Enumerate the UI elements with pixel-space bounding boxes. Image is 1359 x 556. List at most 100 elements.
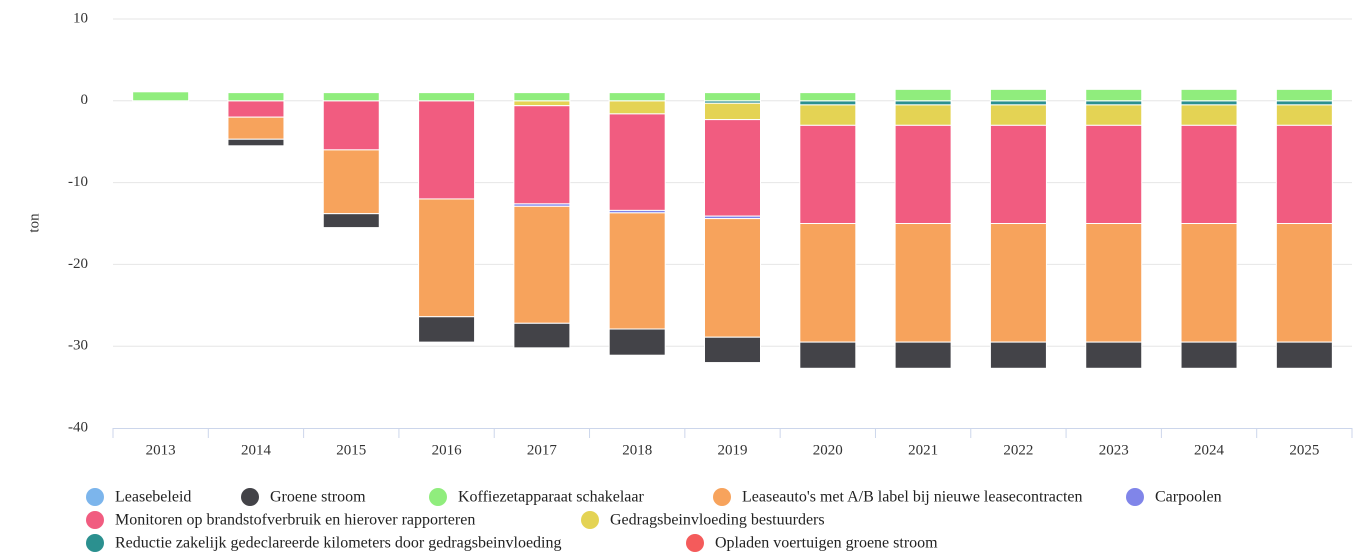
bar-segment [227, 138, 285, 147]
y-tick-label: -40 [68, 419, 88, 435]
bar-segment [322, 149, 380, 215]
bar-segment [704, 92, 761, 102]
legend-symbol [1126, 488, 1144, 506]
legend-symbol [86, 534, 104, 552]
bar-segment [1085, 100, 1143, 106]
bar-segment [894, 124, 952, 224]
bar-segment [1180, 100, 1238, 106]
bar-segment [704, 218, 761, 338]
bar-segment [1180, 223, 1238, 343]
y-tick-label: 10 [73, 10, 88, 26]
bar-segment [608, 100, 666, 115]
bar-segment [513, 205, 571, 324]
x-tick-label: 2020 [813, 442, 843, 458]
bar-segment [1275, 104, 1333, 126]
bar-segment [322, 100, 380, 151]
bar-segment [608, 92, 666, 102]
y-tick-label: 0 [81, 92, 89, 108]
x-tick-label: 2017 [527, 442, 558, 458]
legend-label: Groene stroom [270, 489, 366, 506]
legend-symbol [429, 488, 447, 506]
bar-segment [989, 104, 1047, 126]
x-tick-label: 2014 [241, 442, 272, 458]
bar-segment [1275, 341, 1333, 369]
bar-segment [418, 92, 476, 102]
bar-segment [1085, 88, 1143, 102]
legend-label: Reductie zakelijk gedeclareerde kilomete… [115, 535, 561, 552]
bar-segment [227, 100, 285, 118]
bar-segment [418, 316, 476, 343]
bar-segment [799, 124, 857, 224]
y-tick-label: -30 [68, 338, 88, 354]
bar-segment [1180, 88, 1238, 102]
legend-symbol [686, 534, 704, 552]
bar-segment [418, 198, 476, 318]
bar-segment [608, 212, 666, 330]
y-tick-label: -20 [68, 256, 88, 272]
legend-symbol [241, 488, 259, 506]
bar-segment [799, 341, 857, 369]
bar-segment [1085, 104, 1143, 126]
bar-segment [608, 328, 666, 356]
legend-symbol [713, 488, 731, 506]
bar-segment [989, 124, 1047, 224]
bar-segment [1180, 124, 1238, 224]
legend-label: Monitoren op brandstofverbruik en hierov… [115, 512, 475, 529]
bar-segment [989, 223, 1047, 343]
bar-segment [704, 336, 761, 364]
bar-segment [989, 100, 1047, 106]
x-tick-label: 2024 [1194, 442, 1225, 458]
legend-label: Opladen voertuigen groene stroom [715, 535, 938, 552]
bar-segment [227, 92, 285, 102]
x-tick-label: 2022 [1003, 442, 1033, 458]
bar-segment [513, 322, 571, 349]
legend-label: Koffiezetapparaat schakelaar [458, 489, 644, 506]
bar-segment [1275, 124, 1333, 224]
bar-segment [894, 88, 952, 102]
x-tick-label: 2018 [622, 442, 652, 458]
bar-segment [1085, 124, 1143, 224]
bar-segment [1085, 341, 1143, 369]
bar-segment [227, 116, 285, 140]
bar-segment [1275, 100, 1333, 106]
bar-segment [1275, 223, 1333, 343]
bar-segment [1275, 88, 1333, 102]
bar-segment [1180, 341, 1238, 369]
bar-segment [894, 104, 952, 126]
x-tick-label: 2023 [1099, 442, 1129, 458]
x-tick-label: 2016 [432, 442, 463, 458]
legend-symbol [86, 488, 104, 506]
bar-segment [989, 88, 1047, 102]
bar-segment [799, 104, 857, 126]
bar-segment [894, 223, 952, 343]
legend-label: Gedragsbeinvloeding bestuurders [610, 512, 825, 529]
bar-segment [1085, 223, 1143, 343]
legend-symbol [86, 511, 104, 529]
bar-segment [513, 92, 571, 102]
bar-segment [322, 92, 380, 102]
x-tick-label: 2019 [718, 442, 748, 458]
bar-segment [608, 113, 666, 211]
bar-segment [322, 213, 380, 229]
bar-segment [799, 92, 857, 102]
bar-segment [513, 105, 571, 205]
x-tick-label: 2025 [1289, 442, 1319, 458]
legend-label: Leasebeleid [115, 489, 191, 506]
bar-segment [704, 102, 761, 121]
x-tick-label: 2013 [146, 442, 176, 458]
bar-segment [418, 100, 476, 200]
bar-segment [132, 91, 190, 102]
bar-segment [894, 341, 952, 369]
x-tick-label: 2015 [336, 442, 366, 458]
legend-symbol [581, 511, 599, 529]
bar-segment [799, 100, 857, 106]
x-tick-label: 2021 [908, 442, 938, 458]
bar-segment [1180, 104, 1238, 126]
bar-segment [894, 100, 952, 106]
y-axis-title: ton [26, 213, 42, 233]
bar-segment [704, 119, 761, 217]
bar-segment [513, 100, 571, 107]
legend-label: Carpoolen [1155, 489, 1222, 506]
bar-segment [799, 223, 857, 343]
